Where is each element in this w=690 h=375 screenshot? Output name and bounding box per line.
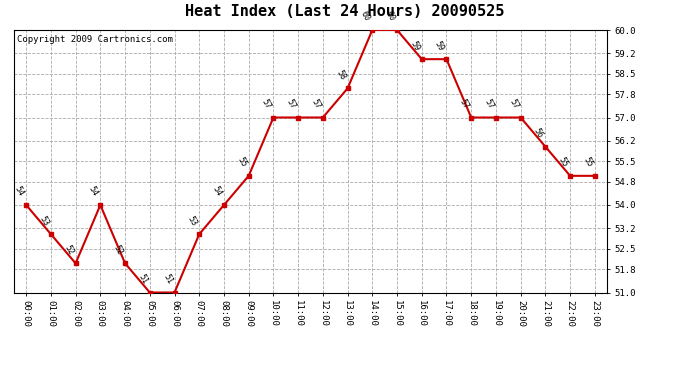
Text: Copyright 2009 Cartronics.com: Copyright 2009 Cartronics.com: [17, 35, 172, 44]
Text: 57: 57: [507, 98, 520, 111]
Text: 55: 55: [582, 156, 594, 169]
Text: 57: 57: [310, 98, 322, 111]
Text: 57: 57: [482, 98, 495, 111]
Text: 59: 59: [408, 39, 421, 52]
Text: 57: 57: [458, 98, 471, 111]
Text: 57: 57: [260, 98, 273, 111]
Text: 59: 59: [433, 39, 446, 52]
Text: 60: 60: [359, 10, 372, 23]
Text: 55: 55: [557, 156, 569, 169]
Text: 51: 51: [137, 272, 149, 285]
Text: 54: 54: [13, 185, 26, 198]
Text: 56: 56: [532, 126, 545, 140]
Text: 58: 58: [334, 68, 347, 81]
Text: 52: 52: [112, 243, 124, 256]
Text: 53: 53: [186, 214, 199, 227]
Text: 60: 60: [384, 10, 397, 23]
Text: Heat Index (Last 24 Hours) 20090525: Heat Index (Last 24 Hours) 20090525: [186, 4, 504, 19]
Text: 52: 52: [62, 243, 75, 256]
Text: 54: 54: [210, 185, 224, 198]
Text: 51: 51: [161, 272, 174, 285]
Text: 53: 53: [37, 214, 50, 227]
Text: 55: 55: [235, 156, 248, 169]
Text: 54: 54: [87, 185, 100, 198]
Text: 57: 57: [285, 98, 297, 111]
